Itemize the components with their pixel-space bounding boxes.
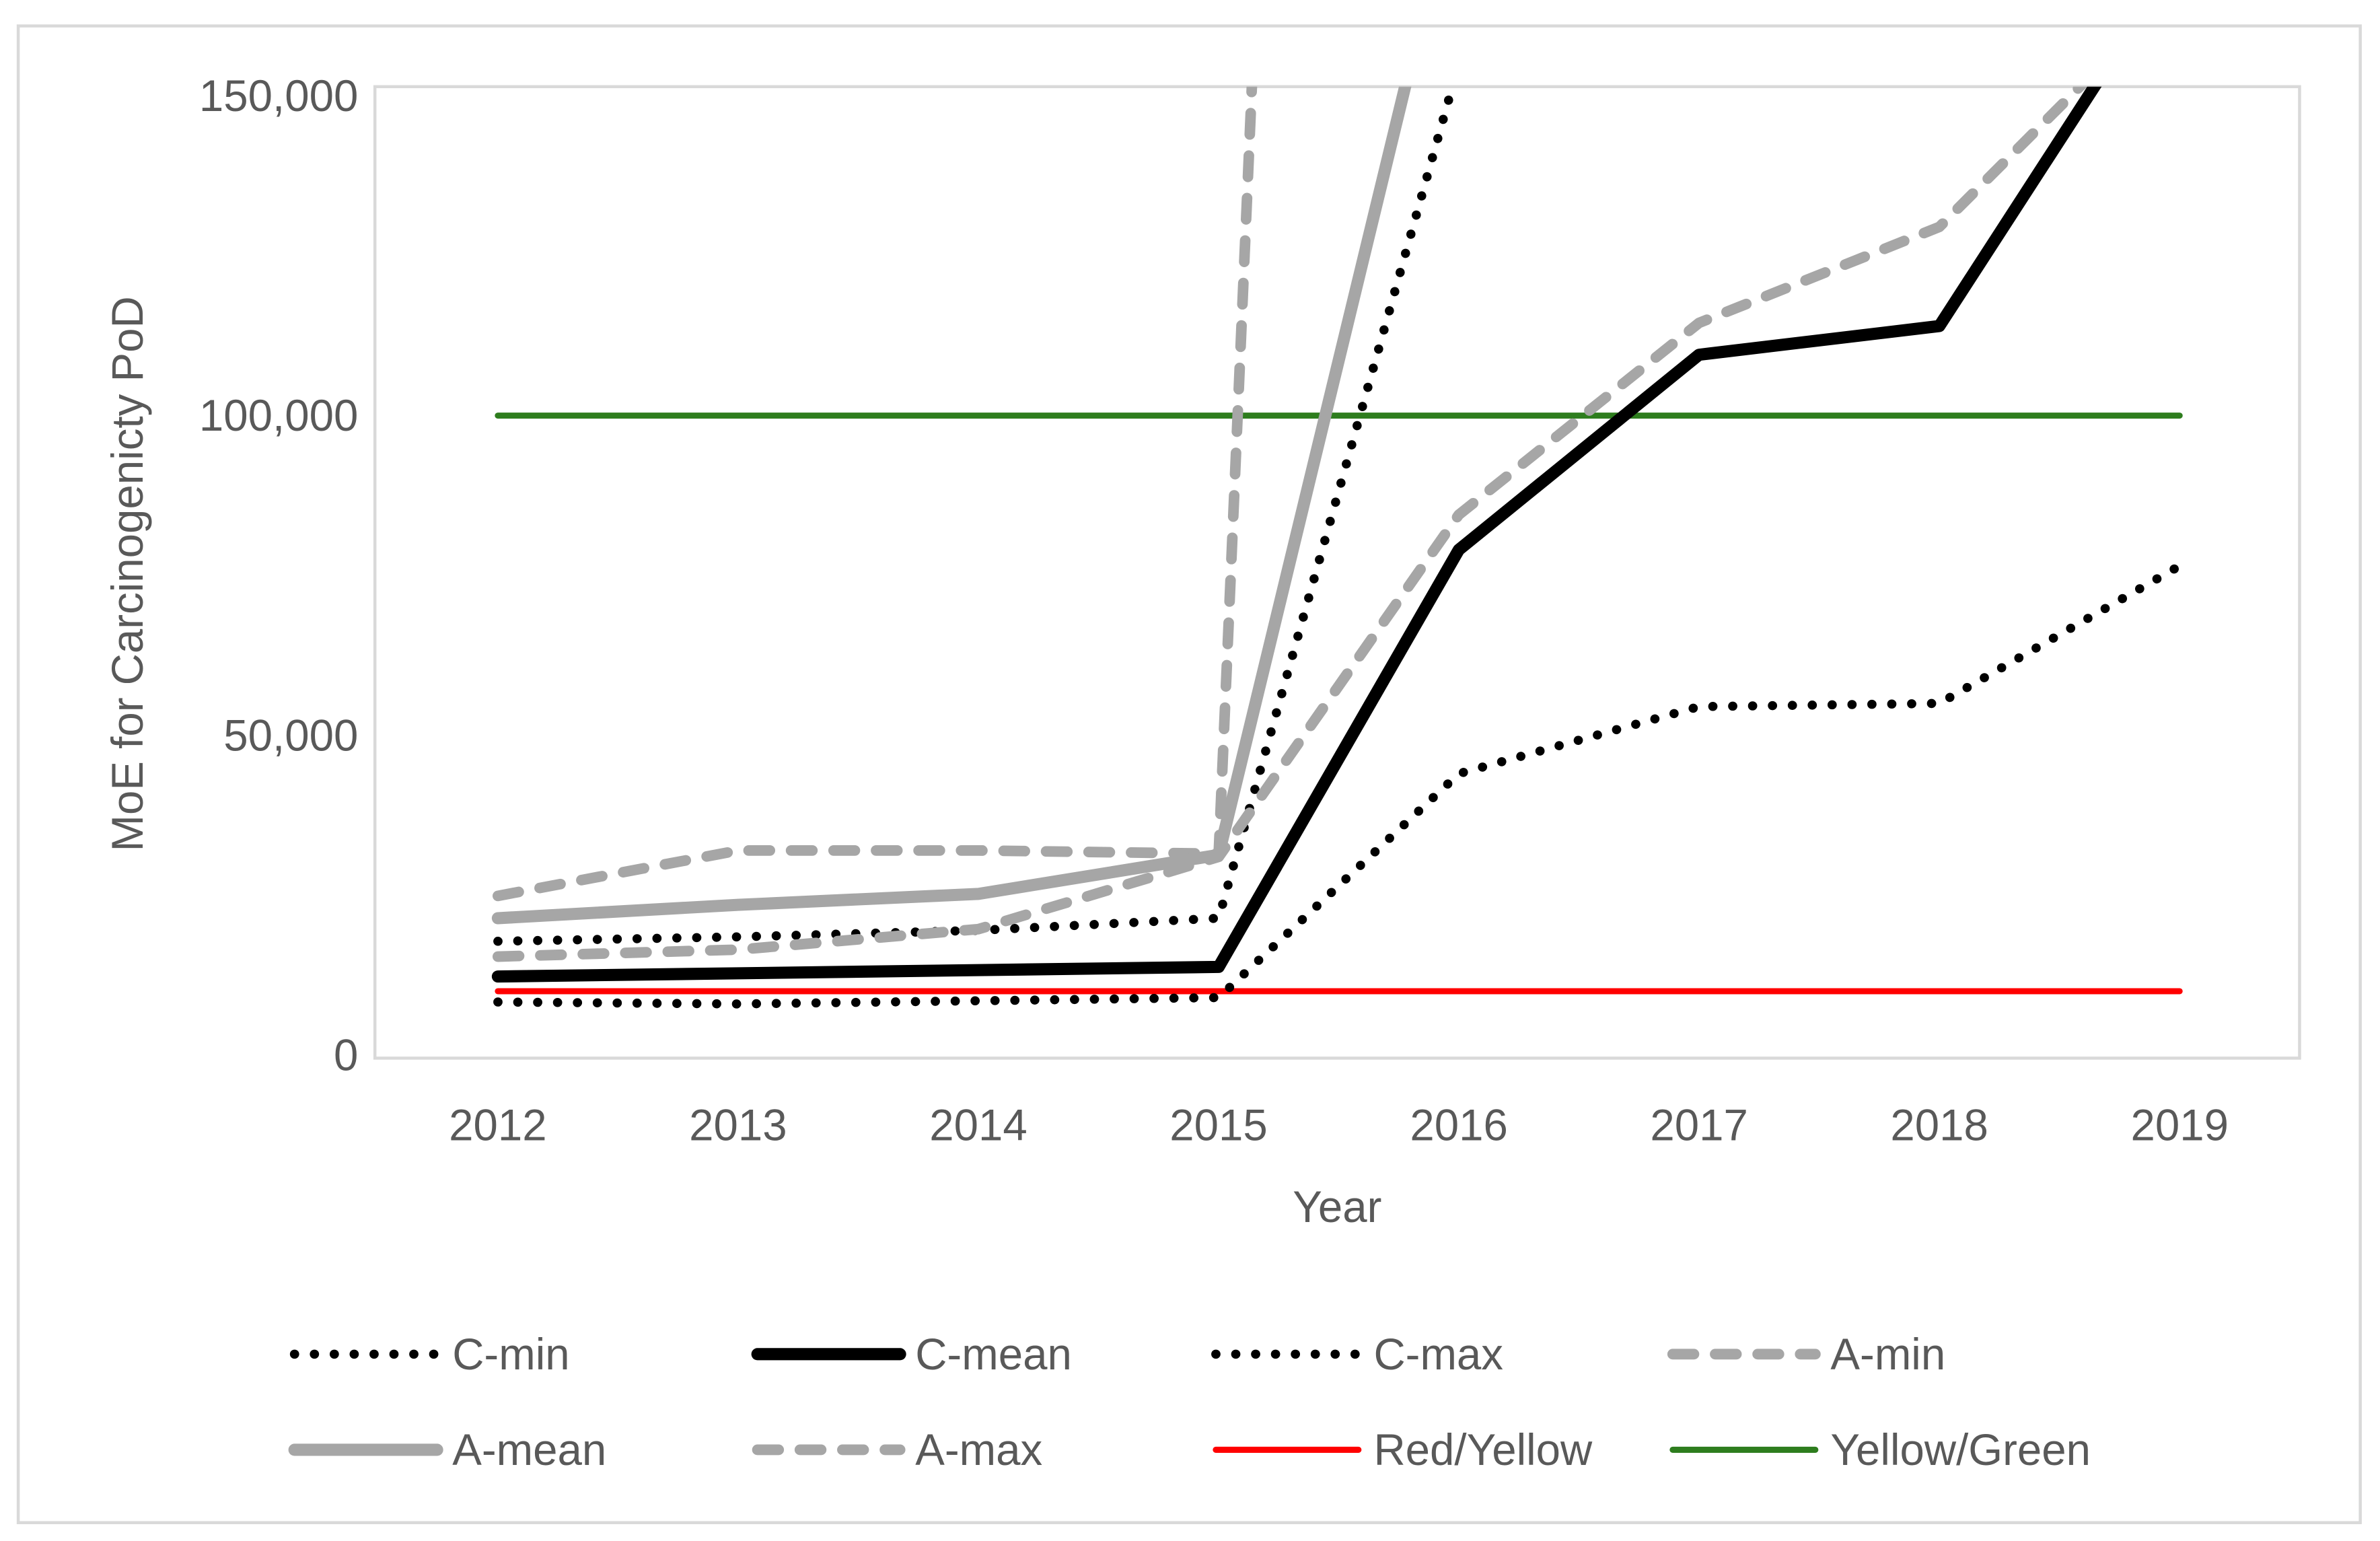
x-tick-label: 2019 (2130, 1100, 2229, 1149)
legend-label-yellow-green: Yellow/Green (1830, 1425, 2091, 1474)
x-tick-label: 2014 (929, 1100, 1027, 1149)
series-line-c-mean (491, 86, 2102, 983)
x-axis-label: Year (1293, 1182, 1381, 1231)
y-axis-label: MoE for Carcinogenicty PoD (103, 296, 152, 851)
x-tick-label: 2017 (1650, 1100, 1748, 1149)
series-line-c-min (493, 561, 2185, 1009)
x-tick-label: 2018 (1890, 1100, 1988, 1149)
y-tick-label: 100,000 (199, 391, 358, 440)
legend-label-c-max: C-max (1373, 1330, 1503, 1379)
y-tick-label: 150,000 (199, 71, 358, 120)
legend-label-a-min: A-min (1830, 1330, 1945, 1379)
legend-label-c-min: C-min (452, 1330, 569, 1379)
series-line-c-max (493, 86, 1457, 946)
series-line-a-mean (491, 86, 1412, 925)
y-tick-label: 50,000 (223, 711, 358, 760)
x-tick-label: 2015 (1169, 1100, 1268, 1149)
plot-area (373, 85, 2301, 1060)
legend-label-a-max: A-max (915, 1425, 1042, 1474)
x-tick-label: 2013 (689, 1100, 787, 1149)
legend-label-c-mean: C-mean (915, 1330, 1072, 1379)
legend: C-min C-mean C-max A-min A-mean A-max Red/Yell… (288, 1330, 2091, 1474)
x-tick-label: 2016 (1410, 1100, 1508, 1149)
y-tick-label: 0 (334, 1031, 358, 1080)
legend-label-red-yellow: Red/Yellow (1373, 1425, 1593, 1474)
chart-frame (16, 24, 2362, 1524)
legend-label-a-mean: A-mean (452, 1425, 606, 1474)
series-line-a-min (492, 86, 2088, 962)
x-tick-label: 2012 (449, 1100, 547, 1149)
